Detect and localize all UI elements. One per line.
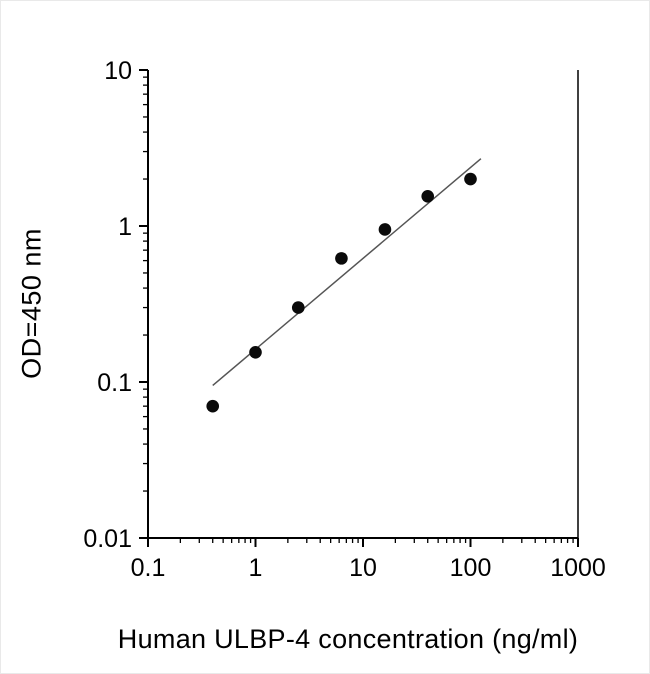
x-tick-label: 1 xyxy=(249,554,263,582)
y-tick-label: 0.1 xyxy=(97,369,132,397)
x-tick-labels: 0.1 1 10 100 1000 xyxy=(131,554,606,582)
y-tick-label: 10 xyxy=(104,57,132,85)
x-tick-label: 0.1 xyxy=(131,554,166,582)
x-axis-ticks xyxy=(147,538,579,547)
data-point xyxy=(206,399,220,413)
data-point xyxy=(249,346,262,359)
data-points xyxy=(206,172,477,413)
data-point xyxy=(378,223,392,236)
y-axis-ticks xyxy=(139,69,148,539)
y-tick-label: 0.01 xyxy=(83,525,132,553)
y-axis-title: OD=450 nm xyxy=(16,228,47,379)
x-tick-label: 100 xyxy=(450,554,492,582)
data-point xyxy=(291,301,305,314)
x-axis-title: Human ULBP-4 concentration (ng/ml) xyxy=(117,624,579,654)
data-point xyxy=(421,190,435,203)
data-point xyxy=(464,172,477,186)
y-tick-label: 1 xyxy=(118,213,132,241)
y-tick-labels: 0.01 0.1 1 10 xyxy=(83,57,132,553)
data-point xyxy=(335,252,348,265)
x-tick-label: 10 xyxy=(349,554,377,582)
x-tick-label: 1000 xyxy=(550,554,606,582)
